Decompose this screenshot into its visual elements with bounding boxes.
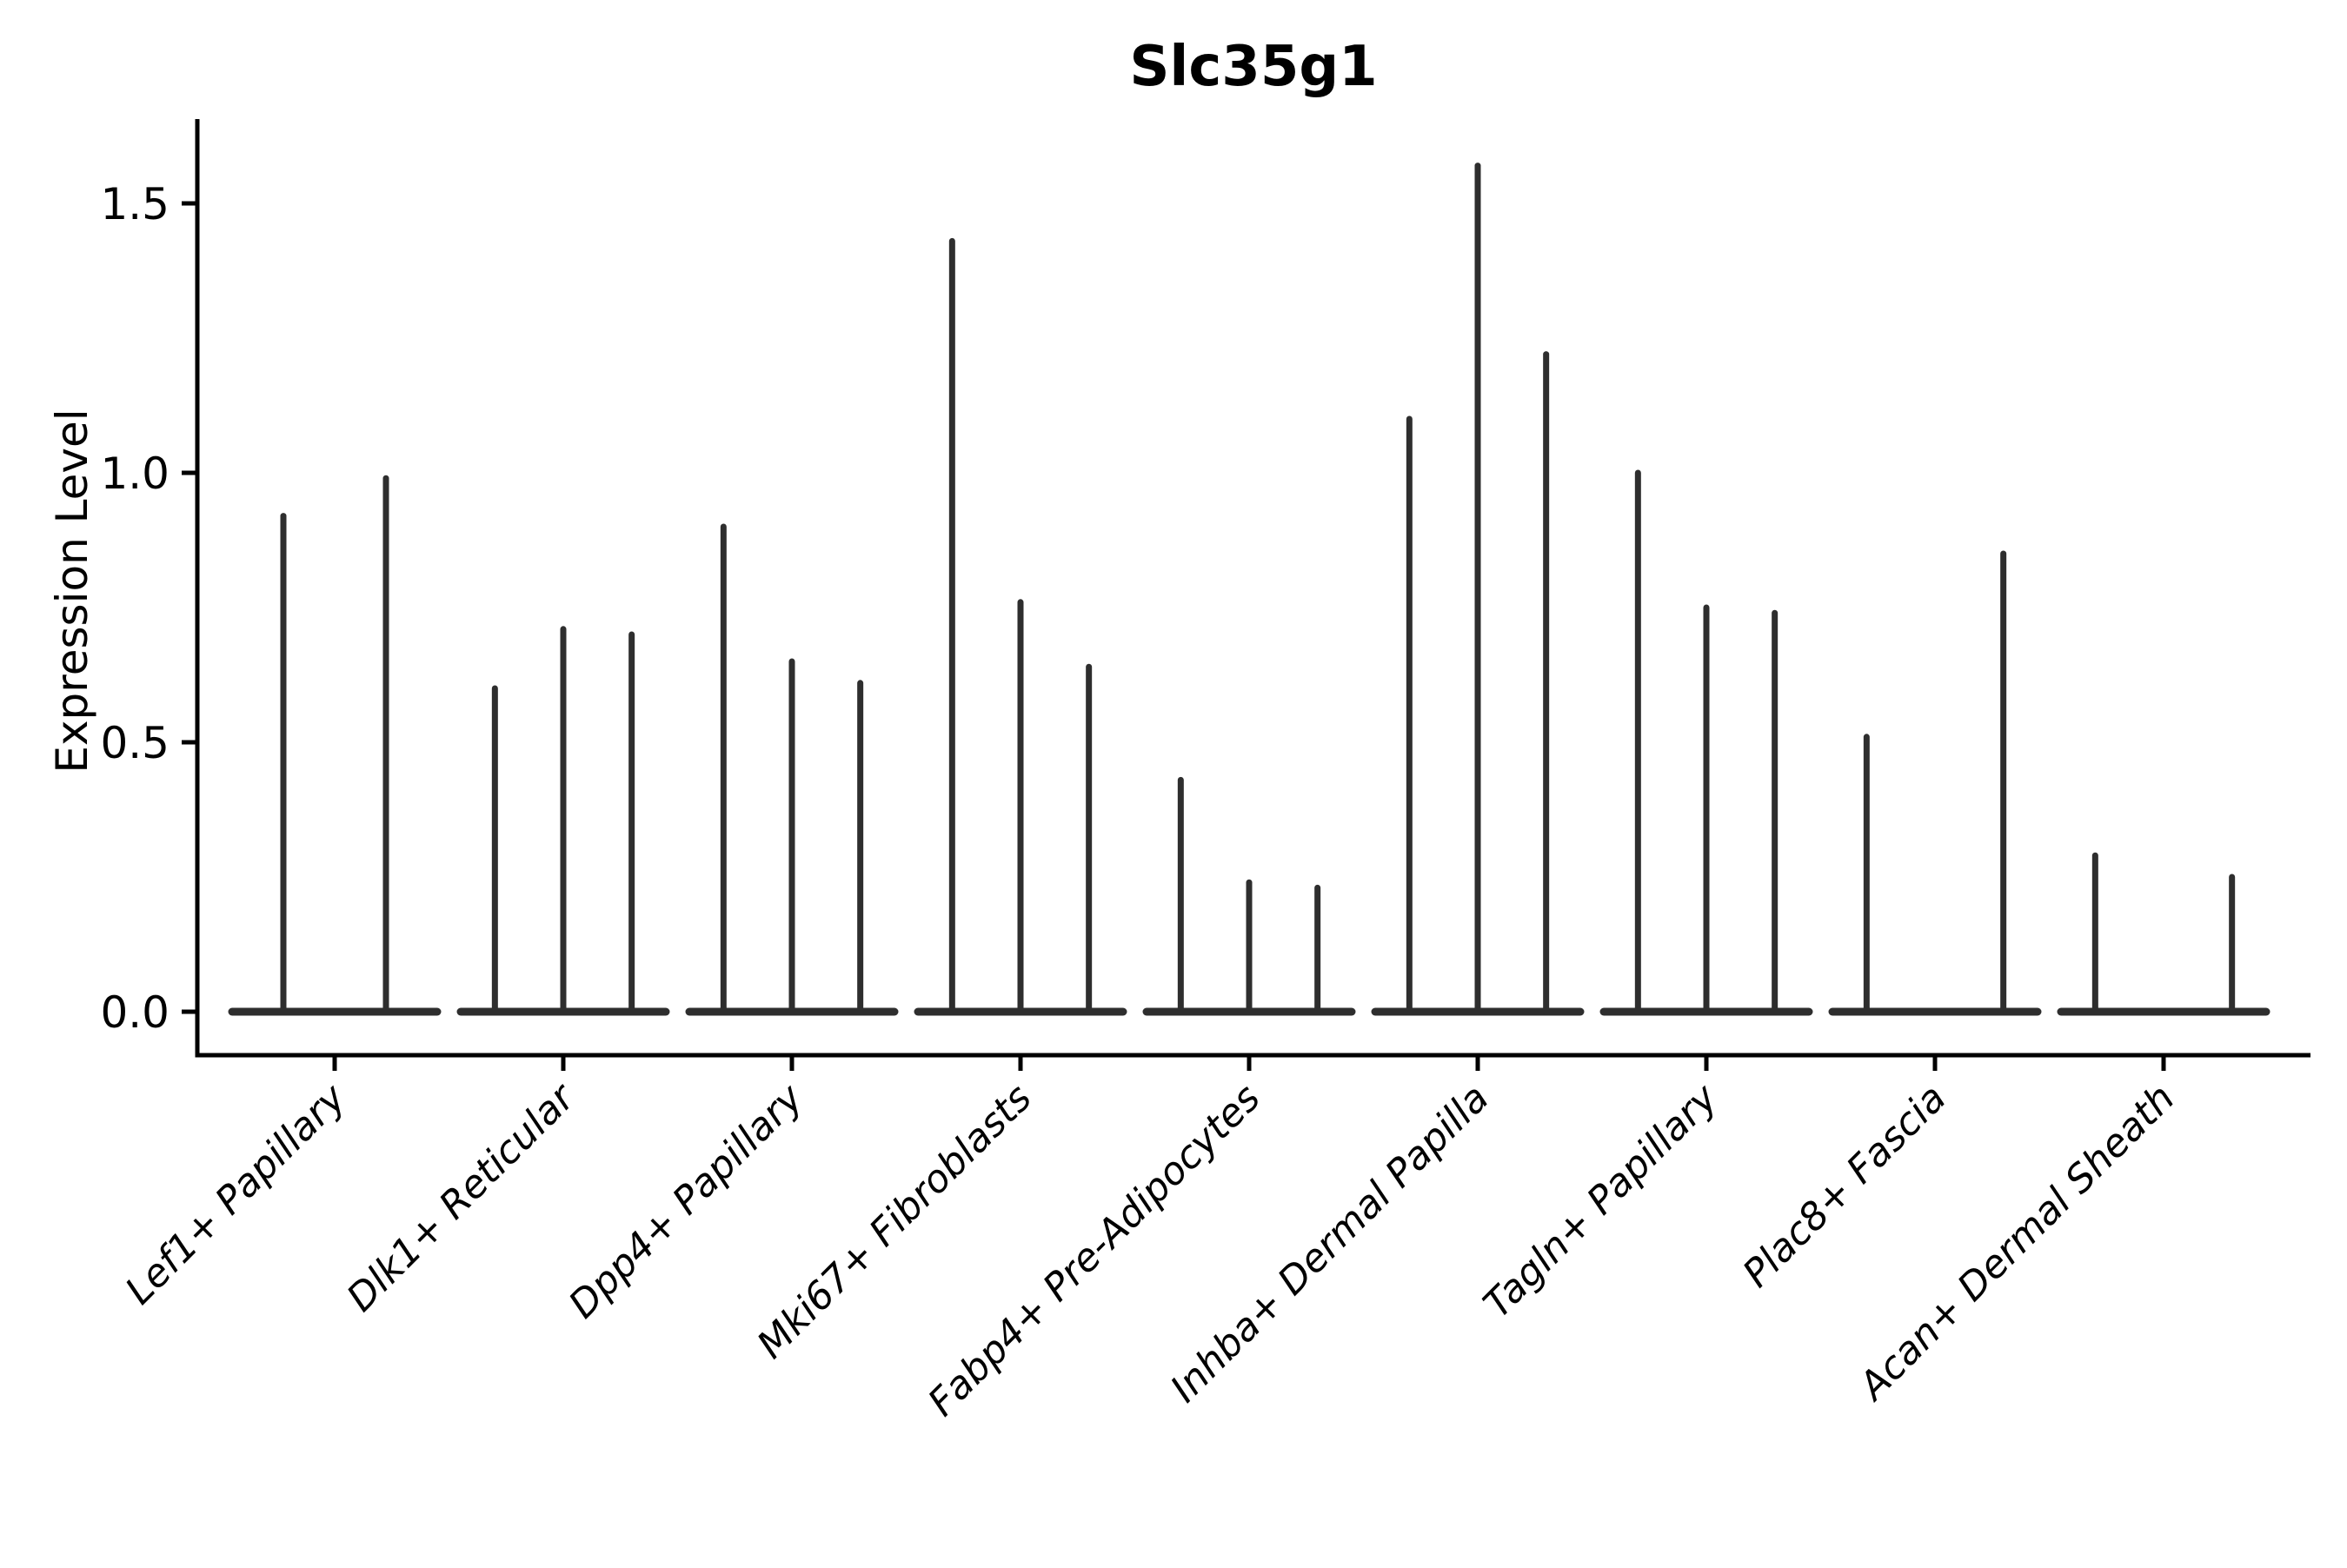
x-tick-label: Plac8+ Fascia (1734, 1076, 1954, 1296)
x-tick-label: Dpp4+ Papillary (561, 1075, 813, 1327)
x-tick-label: Dlk1+ Reticular (338, 1074, 584, 1320)
y-tick-label: 1.0 (100, 448, 170, 499)
y-tick-label: 0.5 (100, 718, 170, 768)
y-tick-label: 0.0 (100, 987, 170, 1038)
x-tick-label: Tagln+ Papillary (1475, 1075, 1726, 1326)
chart-title: Slc35g1 (1129, 35, 1377, 99)
y-axis-label: Expression Level (47, 409, 97, 773)
violins (228, 163, 2271, 1016)
axes (182, 119, 2310, 1071)
y-tick-label: 1.5 (100, 179, 170, 229)
y-tick-labels: 0.0 0.5 1.0 1.5 (100, 179, 170, 1038)
x-tick-label: Lef1+ Papillary (117, 1075, 356, 1313)
